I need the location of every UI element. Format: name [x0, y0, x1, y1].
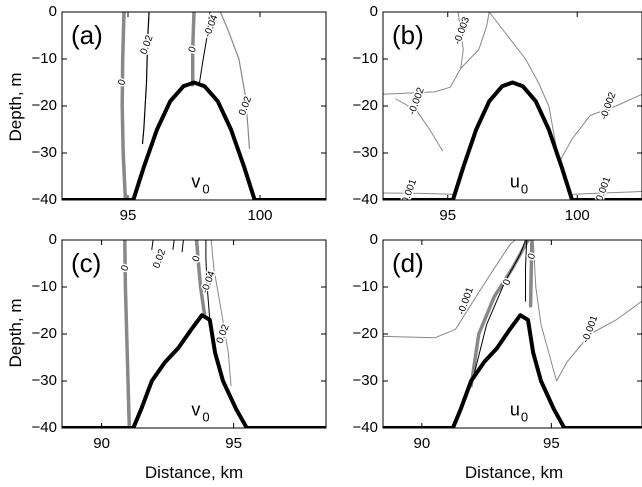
x-tick-label: 100 [247, 207, 272, 224]
x-tick-label: 90 [414, 435, 431, 452]
variable-label: v [191, 399, 200, 419]
variable-label: u [510, 171, 520, 191]
contour-line-4 [210, 240, 232, 387]
y-tick-label: −10 [353, 50, 378, 67]
bathymetry-line [62, 80, 326, 200]
panel-label: (b) [392, 20, 424, 50]
y-tick-label: −40 [32, 419, 57, 436]
contour-line-4 [219, 12, 250, 149]
contour-line-6 [181, 240, 184, 253]
panel-b: -0.003-0.002 -0.002-0.002-0.001 -0.0010−10… [353, 3, 642, 224]
y-tick-label: 0 [370, 3, 378, 20]
y-tick-label: −30 [353, 144, 378, 161]
contour-line-2 [488, 12, 642, 163]
contour-line-0 [457, 12, 464, 69]
contour-label-4: 0.02 [215, 323, 232, 345]
y-tick-label: −20 [32, 97, 57, 114]
contour-line-3 [528, 240, 534, 308]
y-tick-label: −30 [353, 372, 378, 389]
x-tick-label: 95 [543, 435, 560, 452]
contour-label-0: -0.003 [452, 15, 472, 46]
y-tick-label: 0 [370, 231, 378, 248]
x-tick-label: 95 [120, 207, 137, 224]
contour-line-3 [205, 240, 211, 321]
contour-line-1 [151, 240, 154, 250]
contour-line-5 [525, 240, 528, 302]
x-axis-label-left: Distance, km [145, 463, 243, 482]
x-tick-label: 90 [93, 435, 110, 452]
panel-label: (c) [71, 248, 101, 278]
variable-label: u [510, 399, 520, 419]
contour-line-2 [532, 240, 642, 382]
contour-line-0 [469, 240, 530, 388]
contour-label-2: -0.001 [580, 314, 600, 345]
panel-label: (d) [392, 248, 424, 278]
contour-line-1 [383, 240, 516, 339]
contour-line-2 [194, 240, 207, 317]
y-tick-label: −10 [32, 278, 57, 295]
contour-line-2 [190, 12, 196, 87]
y-axis-label-bottom: Depth, m [6, 299, 25, 368]
y-tick-label: −40 [353, 191, 378, 208]
contour-line-4 [383, 192, 456, 195]
variable-subscript: 0 [521, 409, 528, 424]
contour-label-4: 0.02 [237, 95, 254, 117]
contour-line-5 [172, 240, 175, 250]
bathymetry-line [383, 313, 642, 428]
y-tick-label: −40 [32, 191, 57, 208]
y-tick-label: −30 [32, 372, 57, 389]
contour-label-5: -0.001 [593, 175, 613, 206]
contour-line-5 [569, 191, 642, 195]
bathymetry-line [62, 313, 326, 428]
y-tick-label: 0 [49, 231, 57, 248]
contour-label-3: -0.002 [407, 86, 427, 117]
y-axis-label-top: Depth, m [6, 73, 25, 142]
contour-line-3 [395, 98, 444, 152]
x-axis-label-right: Distance, km [465, 463, 563, 482]
variable-subscript: 0 [521, 181, 528, 196]
variable-subscript: 0 [202, 181, 209, 196]
contour-label-3: -0.04 [200, 269, 218, 295]
y-tick-label: −10 [353, 278, 378, 295]
x-tick-label: 100 [565, 207, 590, 224]
contour-line-1 [383, 12, 490, 95]
x-tick-label: 95 [439, 207, 456, 224]
y-tick-label: −10 [32, 50, 57, 67]
panel-label: (a) [71, 20, 103, 50]
contour-label-1: 0.02 [139, 34, 156, 56]
contour-label-3: -0.04 [202, 13, 220, 39]
y-tick-label: 0 [49, 3, 57, 20]
y-tick-label: −40 [353, 419, 378, 436]
contour-line-1 [141, 12, 150, 145]
y-tick-label: −20 [32, 325, 57, 342]
y-tick-label: −20 [353, 97, 378, 114]
bathymetry-line [383, 80, 642, 200]
contour-line-4 [473, 240, 526, 377]
y-tick-label: −20 [353, 325, 378, 342]
contour-line-0 [120, 12, 128, 200]
contour-label-1: 0.02 [151, 247, 168, 269]
contour-line-0 [123, 240, 132, 428]
y-tick-label: −30 [32, 144, 57, 161]
variable-label: v [191, 171, 200, 191]
contour-line-3 [198, 12, 211, 85]
variable-subscript: 0 [202, 409, 209, 424]
x-tick-label: 95 [225, 435, 242, 452]
